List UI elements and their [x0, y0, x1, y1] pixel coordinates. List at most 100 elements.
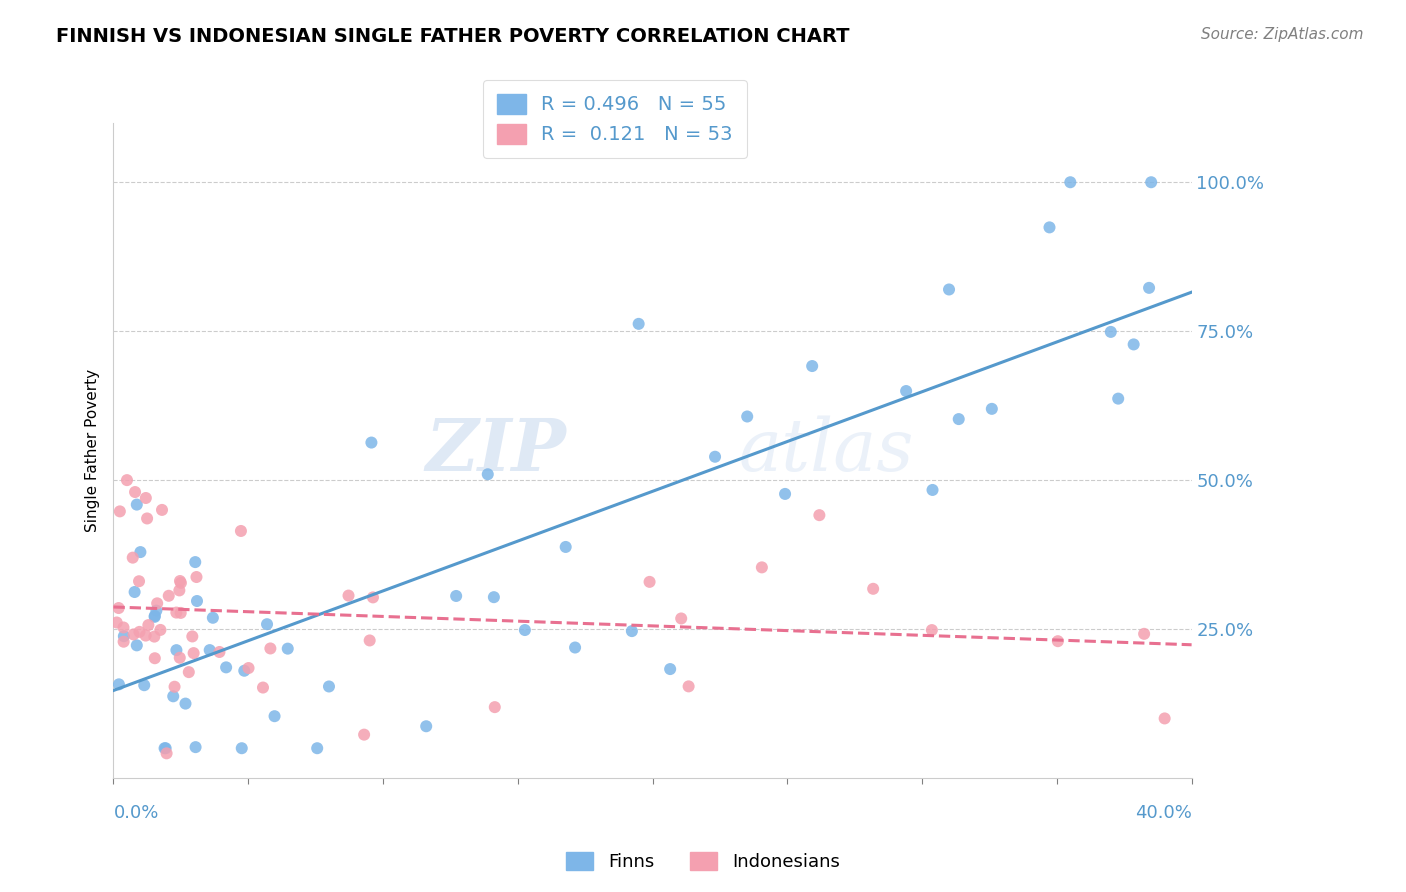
Point: [149, 623, 172, 637]
Point: [229, 524, 252, 538]
Point: [678, 679, 700, 693]
Point: [801, 359, 824, 373]
Point: [948, 412, 970, 426]
Point: [415, 719, 437, 733]
Point: [704, 450, 727, 464]
Point: [112, 634, 135, 648]
Point: [163, 680, 186, 694]
Point: [1133, 627, 1156, 641]
Point: [808, 508, 831, 523]
Point: [181, 629, 204, 643]
Point: [174, 697, 197, 711]
Point: [263, 709, 285, 723]
Point: [129, 545, 152, 559]
Point: [359, 633, 381, 648]
Point: [134, 678, 156, 692]
Point: [620, 624, 643, 639]
Point: [124, 485, 146, 500]
Point: [564, 640, 586, 655]
Point: [121, 550, 143, 565]
Point: [169, 574, 191, 588]
Point: [122, 627, 145, 641]
Point: [938, 283, 960, 297]
Point: [1153, 711, 1175, 725]
Point: [125, 638, 148, 652]
Point: [107, 601, 129, 615]
Legend: Finns, Indonesians: Finns, Indonesians: [560, 845, 846, 879]
Point: [482, 590, 505, 604]
Point: [165, 643, 187, 657]
Point: [1137, 281, 1160, 295]
Point: [143, 608, 166, 623]
Point: [638, 574, 661, 589]
Point: [124, 585, 146, 599]
Point: [128, 574, 150, 589]
Point: [862, 582, 884, 596]
Point: [169, 650, 191, 665]
Point: [198, 643, 221, 657]
Point: [170, 606, 193, 620]
Point: [513, 623, 536, 637]
Point: [112, 629, 135, 643]
Point: [125, 498, 148, 512]
Point: [177, 665, 200, 679]
Point: [894, 384, 917, 398]
Point: [155, 741, 177, 756]
Point: [108, 504, 131, 518]
Point: [307, 741, 329, 756]
Point: [360, 435, 382, 450]
Point: [145, 604, 167, 618]
Text: ZIP: ZIP: [426, 415, 567, 486]
Point: [337, 589, 360, 603]
Point: [108, 677, 131, 691]
Point: [186, 594, 208, 608]
Point: [169, 583, 191, 598]
Point: [184, 740, 207, 755]
Y-axis label: Single Father Poverty: Single Father Poverty: [86, 368, 100, 532]
Point: [659, 662, 682, 676]
Point: [186, 570, 208, 584]
Text: 40.0%: 40.0%: [1135, 805, 1192, 822]
Point: [165, 606, 187, 620]
Point: [208, 645, 231, 659]
Point: [233, 664, 256, 678]
Point: [921, 623, 943, 637]
Point: [735, 409, 758, 424]
Point: [150, 503, 173, 517]
Point: [115, 473, 138, 487]
Point: [444, 589, 467, 603]
Point: [484, 700, 506, 714]
Point: [201, 611, 224, 625]
Point: [238, 661, 260, 675]
Point: [361, 591, 384, 605]
Point: [1107, 392, 1129, 406]
Point: [112, 620, 135, 634]
Point: [1099, 325, 1122, 339]
Point: [1038, 220, 1060, 235]
Point: [183, 646, 205, 660]
Point: [105, 615, 128, 630]
Point: [277, 641, 299, 656]
Point: [231, 741, 253, 756]
Text: FINNISH VS INDONESIAN SINGLE FATHER POVERTY CORRELATION CHART: FINNISH VS INDONESIAN SINGLE FATHER POVE…: [56, 27, 849, 45]
Point: [215, 660, 238, 674]
Point: [143, 651, 166, 665]
Point: [170, 575, 193, 590]
Point: [1122, 337, 1144, 351]
Point: [921, 483, 943, 497]
Point: [256, 617, 278, 632]
Point: [155, 747, 177, 761]
Point: [1140, 175, 1163, 189]
Point: [252, 681, 274, 695]
Point: [162, 690, 184, 704]
Point: [146, 596, 169, 610]
Point: [669, 611, 692, 625]
Point: [773, 487, 796, 501]
Point: [318, 680, 340, 694]
Point: [627, 317, 650, 331]
Point: [128, 624, 150, 639]
Legend: R = 0.496   N = 55, R =  0.121   N = 53: R = 0.496 N = 55, R = 0.121 N = 53: [484, 80, 747, 158]
Point: [1059, 175, 1081, 189]
Point: [751, 560, 773, 574]
Text: Source: ZipAtlas.com: Source: ZipAtlas.com: [1201, 27, 1364, 42]
